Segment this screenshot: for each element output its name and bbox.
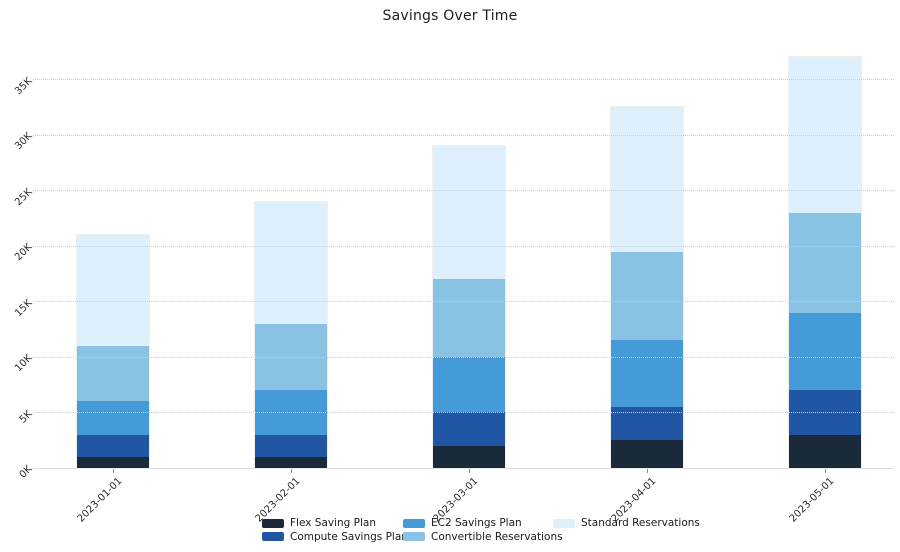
gridline — [33, 190, 894, 191]
bar-segment — [76, 345, 149, 402]
bar-segment — [432, 279, 505, 357]
bar-segment — [788, 212, 861, 313]
y-tick-label: 20K — [13, 241, 35, 264]
x-tick-mark — [290, 469, 292, 473]
stacked-bar — [431, 145, 506, 469]
bar-segment — [432, 356, 505, 413]
gridline — [33, 356, 894, 358]
bar-segment — [610, 107, 683, 252]
bar-segment — [76, 401, 149, 435]
stacked-bar — [787, 56, 862, 469]
y-tick-label: 5K — [17, 408, 35, 426]
legend-label: Standard Reservations — [581, 517, 700, 529]
x-tick-mark — [824, 469, 826, 473]
bar-segment — [76, 434, 149, 457]
gridline — [33, 79, 894, 80]
y-tick-label: 35K — [13, 75, 35, 97]
legend-swatch — [553, 518, 575, 528]
x-tick-mark — [468, 469, 470, 473]
bar-segment — [432, 445, 505, 468]
bar-segment — [254, 434, 327, 457]
bar-segment — [788, 312, 861, 391]
bar-segment — [76, 234, 149, 346]
legend-swatch — [403, 518, 425, 528]
bar-segment — [76, 456, 149, 468]
bar-segment — [788, 434, 861, 468]
bar-segment — [432, 412, 505, 446]
bar-segment — [432, 146, 505, 280]
bar-segment — [610, 440, 683, 468]
legend-item: Compute Savings Plan — [262, 531, 408, 543]
bar-segment — [610, 340, 683, 407]
legend-label: Flex Saving Plan — [290, 517, 377, 529]
gridline — [33, 301, 894, 302]
legend-item: Standard Reservations — [553, 517, 700, 529]
bar-segment — [254, 201, 327, 324]
chart-title: Savings Over Time — [382, 8, 518, 24]
y-tick-label: 30K — [13, 130, 35, 153]
y-tick-label: 0K — [17, 463, 35, 481]
y-tick-label: 10K — [13, 352, 35, 375]
y-tick-label: 25K — [13, 186, 35, 208]
legend-swatch — [403, 532, 425, 541]
x-tick-label: 2023-05-01 — [787, 475, 836, 525]
x-tick-mark — [112, 469, 114, 473]
x-tick-mark — [646, 469, 648, 473]
x-tick-label: 2023-01-01 — [75, 475, 124, 525]
gridline — [33, 245, 894, 247]
legend-swatch — [262, 518, 284, 528]
legend-label: EC2 Savings Plan — [431, 517, 522, 529]
y-tick-label: 15K — [13, 297, 35, 319]
legend-label: Convertible Reservations — [431, 530, 563, 543]
bar-segment — [254, 456, 327, 468]
legend-item: EC2 Savings Plan — [403, 517, 522, 529]
bar-segment — [610, 251, 683, 341]
gridline — [33, 134, 894, 136]
gridline — [33, 412, 894, 413]
legend-item: Convertible Reservations — [403, 531, 563, 543]
stacked-bar — [253, 200, 328, 469]
stacked-bar — [75, 233, 150, 469]
legend-item: Flex Saving Plan — [262, 517, 376, 529]
x-tick-label: 2023-04-01 — [609, 475, 658, 525]
stacked-bar — [609, 106, 684, 469]
legend-label: Compute Savings Plan — [290, 530, 408, 543]
legend-swatch — [262, 532, 284, 541]
